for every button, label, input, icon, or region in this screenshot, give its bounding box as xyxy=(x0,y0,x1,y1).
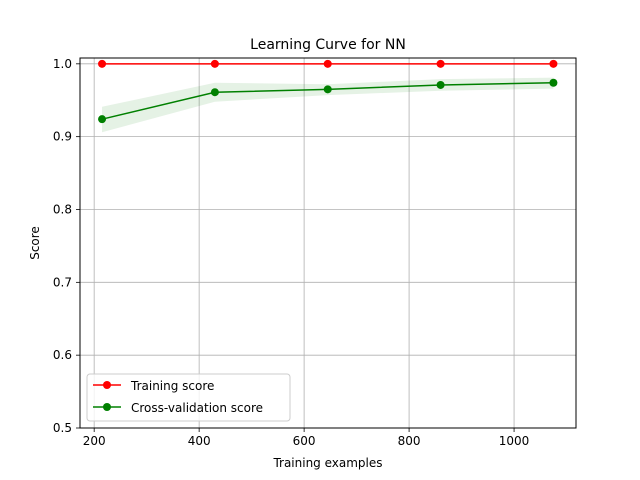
data-point-1 xyxy=(549,78,558,87)
y-tick-label: 0.7 xyxy=(53,275,72,289)
y-tick-label: 0.6 xyxy=(53,348,72,362)
x-tick-label: 800 xyxy=(398,434,421,448)
data-point-1 xyxy=(210,88,219,97)
data-point-0 xyxy=(210,59,219,68)
data-point-1 xyxy=(436,80,445,89)
x-axis-label: Training examples xyxy=(272,456,382,470)
y-tick-label: 1.0 xyxy=(53,57,72,71)
chart-title: Learning Curve for NN xyxy=(250,37,406,53)
x-tick-label: 200 xyxy=(83,434,106,448)
x-tick-label: 600 xyxy=(293,434,316,448)
data-point-0 xyxy=(436,59,445,68)
x-tick-label: 400 xyxy=(188,434,211,448)
y-tick-label: 0.9 xyxy=(53,130,72,144)
legend-marker-cv xyxy=(103,403,111,411)
axis-ticks: 200 400 600 800 1000 0.5 0.6 0.7 0.8 0.9 1.0 xyxy=(53,57,529,448)
y-tick-label: 0.8 xyxy=(53,202,72,216)
y-axis-label: Score xyxy=(28,226,42,260)
plot-frame xyxy=(79,57,577,429)
data-point-0 xyxy=(323,59,332,68)
legend: Training score Cross-validation score xyxy=(86,373,291,422)
legend-label-training: Training score xyxy=(130,379,214,393)
data-point-0 xyxy=(98,59,107,68)
legend-label-cv: Cross-validation score xyxy=(131,401,263,415)
data-point-0 xyxy=(549,59,558,68)
legend-marker-training xyxy=(103,381,111,389)
y-tick-label: 0.5 xyxy=(53,421,72,435)
data-point-1 xyxy=(98,115,107,124)
legend-box xyxy=(86,373,291,422)
data-point-1 xyxy=(323,85,332,94)
series-layer xyxy=(98,59,558,124)
confidence-bands xyxy=(102,77,554,133)
x-tick-label: 1000 xyxy=(499,434,530,448)
